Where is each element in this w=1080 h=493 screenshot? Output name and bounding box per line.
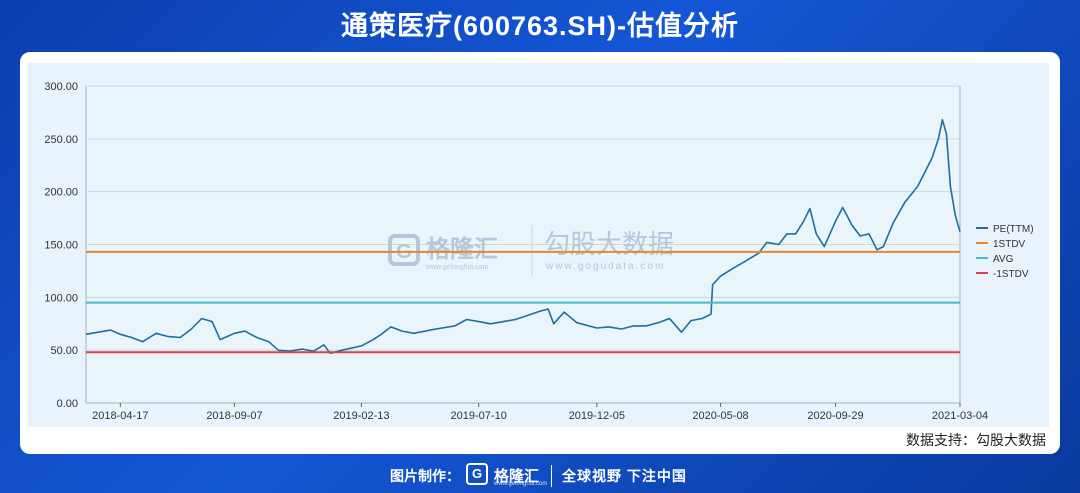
y-tick-label: 0.00 [57, 398, 78, 410]
x-tick-label: 2019-07-10 [451, 410, 507, 422]
grid-layer [85, 85, 961, 404]
legend-label: AVG [993, 254, 1014, 265]
lines-layer [85, 118, 961, 355]
gelonghui-logo-icon: G [466, 463, 488, 485]
y-tick-label: 200.00 [44, 187, 78, 199]
legend-label: 1STDV [993, 239, 1026, 250]
watermark-partner: 勾股大数据 [544, 229, 674, 259]
footer-slogan: 全球视野 下注中国 [562, 468, 687, 484]
y-tick-label: 250.00 [44, 134, 78, 146]
x-tick-label: 2019-02-13 [333, 410, 389, 422]
x-tick-label: 2018-09-07 [206, 410, 262, 422]
source-note: 数据支持：勾股大数据 [906, 432, 1046, 448]
legend: PE(TTM) 1STDV AVG -1STDV [976, 224, 1034, 280]
watermark-logo-icon [388, 234, 420, 266]
chart-panel: G 格隆汇 www.gelonghui.com 勾股大数据 www.goguda… [28, 63, 1049, 427]
chart-card: G 格隆汇 www.gelonghui.com 勾股大数据 www.goguda… [20, 52, 1060, 454]
y-tick-label: 50.00 [50, 345, 78, 357]
y-tick-label: 100.00 [44, 292, 78, 304]
footer-logo-url: www.gelonghui.com [494, 481, 548, 487]
x-tick-label: 2019-12-05 [569, 410, 625, 422]
x-tick-label: 2018-04-17 [92, 410, 148, 422]
watermark: G 格隆汇 www.gelonghui.com 勾股大数据 www.goguda… [388, 225, 674, 275]
footer-logo-name: 格隆汇 [494, 468, 540, 485]
legend-label: PE(TTM) [993, 224, 1034, 235]
watermark-partner-url: www.gogudata.com [545, 261, 665, 272]
pe-ttm-line [85, 118, 961, 355]
footer-divider [551, 465, 552, 487]
footer-credit: 图片制作： [390, 468, 460, 484]
y-tick-label: 300.00 [44, 81, 78, 93]
pe-valuation-chart: G 格隆汇 www.gelonghui.com 勾股大数据 www.goguda… [44, 81, 1034, 422]
y-tick-label: 150.00 [44, 240, 78, 252]
x-tick-label: 2020-09-29 [807, 410, 863, 422]
x-tick-label: 2020-05-08 [692, 410, 748, 422]
footer: 图片制作： G 格隆汇 www.gelonghui.com 全球视野 下注中国 [0, 459, 1080, 493]
legend-label: -1STDV [993, 269, 1029, 280]
axis-layer: 0.00 50.00 100.00 150.00 200.00 250.00 300.00 2… [44, 81, 988, 422]
watermark-brand-url: www.gelonghui.com [425, 264, 488, 271]
watermark-brand: 格隆汇 [426, 235, 498, 263]
page-title: 通策医疗(600763.SH)-估值分析 [340, 11, 740, 41]
x-tick-label: 2021-03-04 [932, 410, 988, 422]
